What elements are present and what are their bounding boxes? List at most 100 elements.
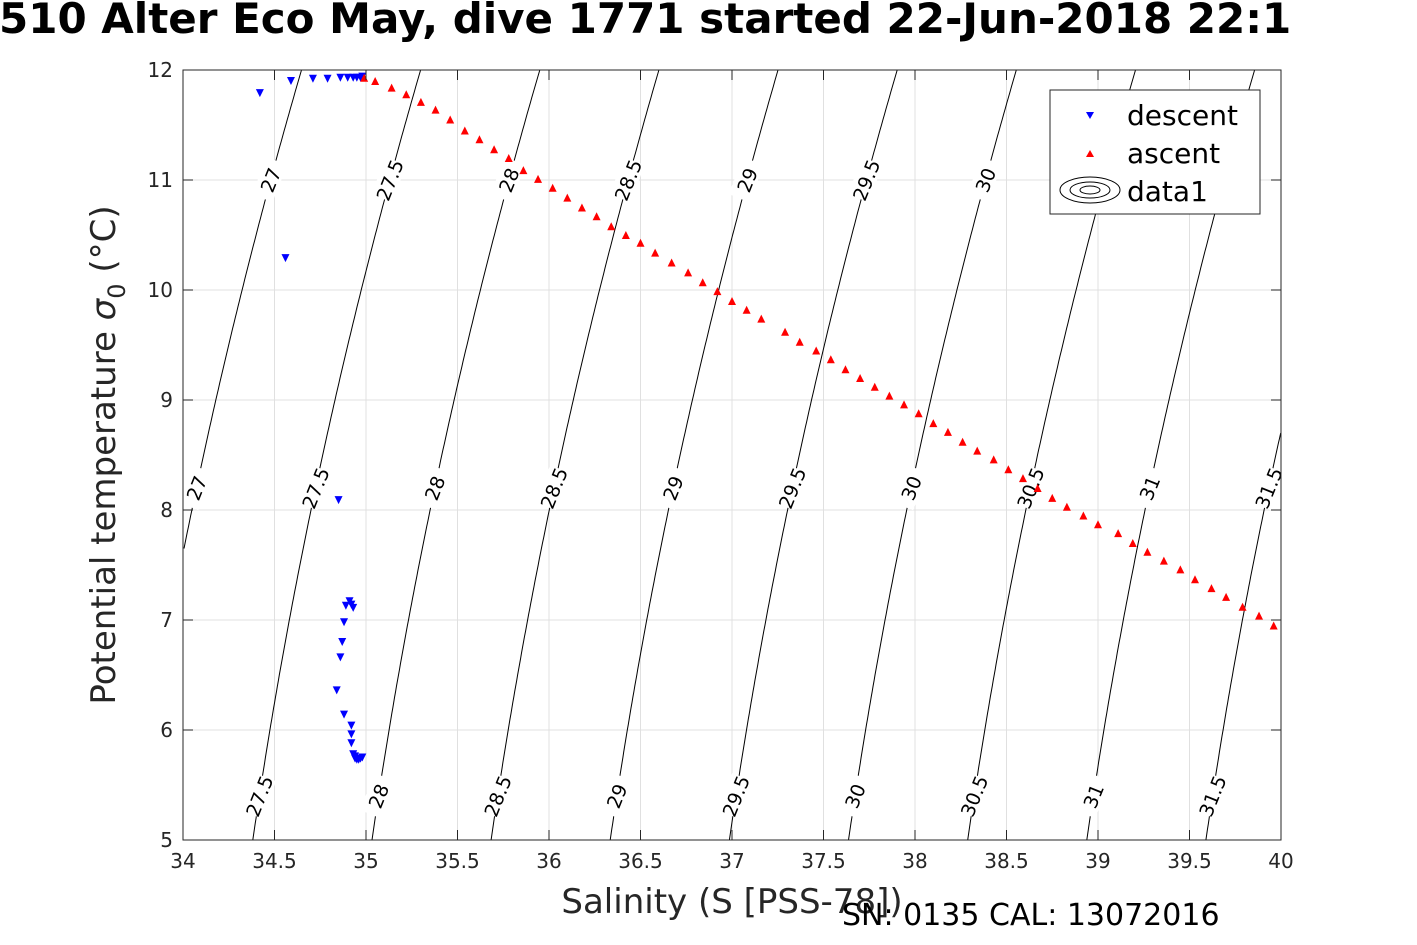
contour-label-text: 29.5: [775, 465, 811, 512]
descent-point: [308, 74, 317, 83]
ascent-point: [475, 135, 484, 144]
descent-point: [286, 77, 295, 85]
ascent-point: [713, 287, 722, 296]
ascent-point: [900, 400, 909, 409]
ascent-point: [460, 126, 469, 135]
contour-label: 31.5: [1193, 772, 1232, 820]
x-tick-label: 34.5: [252, 849, 297, 873]
ascent-point: [592, 212, 601, 221]
ascent-point: [914, 409, 923, 418]
ascent-point: [885, 391, 894, 400]
legend: descent ascent data1: [1049, 89, 1261, 215]
descent-point: [338, 638, 347, 646]
contour-label-text: 27.5: [298, 465, 334, 512]
contour-label: 29.5: [773, 464, 811, 512]
contour-label-bg: [836, 772, 872, 819]
ascent-point: [1222, 592, 1231, 601]
x-tick-label: 40: [1268, 849, 1293, 873]
ascent-point: [651, 248, 660, 257]
descent-point: [336, 73, 345, 82]
ascent-point: [1159, 556, 1168, 565]
contour-label-text: 28.5: [481, 773, 517, 820]
x-tick-label: 34: [170, 849, 195, 873]
x-tick-label: 36.5: [618, 849, 663, 873]
ascent-point: [446, 115, 455, 124]
contour-label: 31.5: [1250, 465, 1288, 512]
contour-label: 29: [654, 464, 690, 511]
ascent-point: [812, 346, 821, 355]
legend-data1-label: data1: [1127, 175, 1208, 208]
contour-label-bg: [359, 772, 396, 819]
contour-label-bg: [416, 464, 452, 511]
contour-label-bg: [847, 156, 884, 203]
y-axis-label: Potential temperature σ0 (°C): [84, 205, 131, 704]
ascent-point: [607, 222, 616, 231]
contour-label-bg: [296, 464, 333, 511]
ascent-point: [534, 174, 543, 183]
ascent-point: [856, 374, 865, 382]
contour-label-bg: [1130, 464, 1167, 511]
contour-label-bg: [598, 772, 634, 819]
contour-label: 27.5: [296, 464, 335, 512]
ascent-point: [728, 297, 736, 305]
contour-label-bg: [535, 464, 571, 511]
contour-label: 28.5: [479, 773, 517, 820]
serial-calibration-note: SN: 0135 CAL: 13072016: [842, 898, 1220, 933]
descent-point: [332, 686, 341, 695]
ascent-point: [684, 268, 693, 277]
ascent-point: [1094, 520, 1102, 529]
ascent-point: [1048, 493, 1057, 502]
ascent-point: [1176, 565, 1185, 574]
contour-label-text: 29.5: [719, 773, 755, 820]
ascent-point: [1062, 502, 1071, 511]
legend-ascent-label: ascent: [1127, 137, 1220, 170]
descent-point: [340, 618, 349, 627]
contour-label-bg: [773, 464, 809, 511]
contour-label-bg: [1074, 772, 1111, 819]
ascent-point: [490, 145, 499, 154]
y-tick-label: 10: [148, 278, 173, 302]
x-tick-label: 39: [1085, 849, 1110, 873]
ascent-point: [958, 437, 967, 446]
contour-label-bg: [728, 156, 764, 203]
x-tick-label: 35: [353, 849, 378, 873]
chart-title: 510 Alter Eco May, dive 1771 started 22-…: [0, 0, 1292, 43]
ascent-point: [1079, 511, 1088, 520]
ascent-point: [973, 446, 982, 455]
contour-label-bg: [371, 156, 407, 203]
contour-label-text: 31.5: [1195, 773, 1231, 820]
contour-label-bg: [1193, 772, 1230, 819]
ascent-point: [781, 327, 790, 336]
ascent-point: [826, 355, 835, 364]
x-axis-ticks: 34 34.5 35 35.5 36 36.5 37 37.5 38 38.5 39 39.5 40: [170, 70, 1294, 873]
descent-point: [347, 730, 356, 739]
x-tick-label: 37.5: [801, 849, 846, 873]
ascent-point: [621, 231, 630, 239]
descent-point: [340, 710, 349, 719]
y-tick-label: 5: [160, 828, 173, 852]
ascent-point: [795, 337, 804, 346]
legend-descent-marker: [1086, 112, 1094, 119]
descent-point: [323, 74, 332, 83]
contour-label-bg: [892, 464, 929, 511]
descent-point: [347, 721, 356, 730]
ascent-point: [1255, 611, 1264, 620]
descent-point: [343, 73, 352, 82]
x-tick-label: 36: [536, 849, 561, 873]
contour-label-text: 28.5: [537, 465, 573, 512]
contour-label-text: 31.5: [1252, 465, 1288, 512]
ascent-point: [431, 105, 440, 114]
contour-label: 29.5: [717, 773, 755, 820]
ascent-point: [989, 455, 998, 464]
ascent-point: [402, 90, 411, 99]
contour-label-bg: [654, 464, 690, 511]
contour-label-bg: [177, 464, 214, 511]
x-tick-label: 38.5: [984, 849, 1029, 873]
descent-point: [358, 753, 367, 762]
x-tick-label: 35.5: [435, 849, 480, 873]
contour-label: 31: [1130, 464, 1167, 511]
ascent-point: [1190, 575, 1199, 584]
contour-labels: 272727.527.527.528282828.528.528.5292929…: [177, 156, 1288, 820]
ascent-point: [667, 258, 676, 267]
descent-point: [334, 496, 343, 505]
